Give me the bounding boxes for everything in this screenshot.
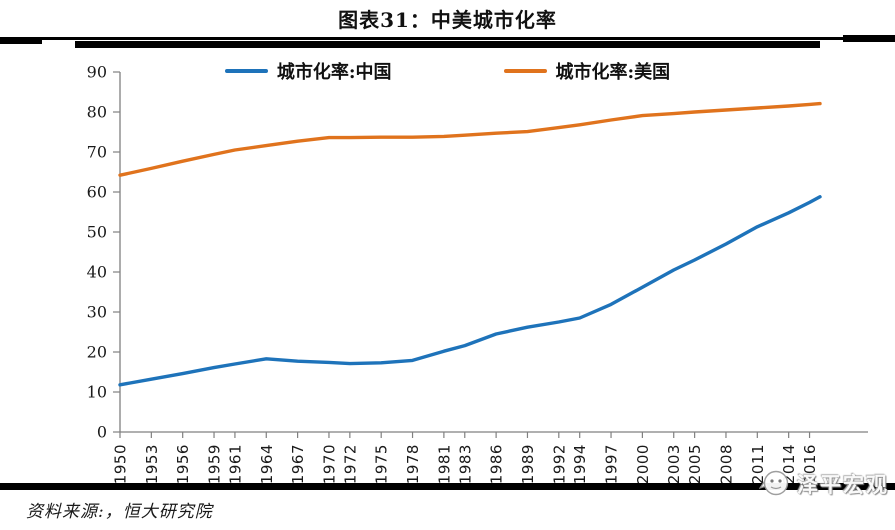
x-tick-label: 1994 [571, 444, 589, 484]
y-tick-label: 70 [87, 143, 107, 162]
y-tick-label: 80 [87, 103, 107, 122]
x-tick-label: 1967 [289, 444, 307, 484]
x-tick-label: 1981 [435, 444, 453, 484]
china-series-line [118, 195, 822, 387]
x-tick-label: 1953 [143, 444, 161, 484]
us-series-line [118, 101, 822, 177]
y-tick-label: 30 [87, 303, 107, 322]
y-tick-label: 90 [87, 63, 107, 82]
x-tick-label: 1986 [488, 444, 506, 484]
x-tick-label: 2005 [686, 444, 704, 484]
x-tick-label: 1970 [320, 444, 338, 484]
legend-label-us: 城市化率:美国 [555, 62, 671, 83]
x-tick-label: 2008 [717, 444, 735, 484]
x-tick-label: 1983 [456, 444, 474, 484]
x-tick-label: 1964 [258, 444, 276, 484]
watermark: 泽平宏观 [759, 468, 889, 500]
chart-title: 图表31：中美城市化率 [338, 8, 557, 32]
legend-item-us: 城市化率:美国 [503, 58, 671, 84]
y-tick-label: 60 [87, 183, 107, 202]
x-tick-label: 2016 [801, 444, 819, 484]
china-line-swatch [224, 69, 268, 73]
y-tick-label: 10 [87, 383, 107, 402]
x-tick-label: 2014 [780, 444, 798, 484]
legend: 城市化率:中国 城市化率:美国 [0, 58, 895, 84]
x-tick-label: 2000 [634, 444, 652, 484]
x-tick-label: 1959 [206, 444, 224, 484]
x-tick-label: 1992 [550, 444, 568, 484]
y-tick-label: 40 [87, 263, 107, 282]
x-tick-label: 2003 [665, 444, 683, 484]
x-tick-label: 2011 [749, 444, 767, 484]
x-tick-label: 1975 [373, 444, 391, 484]
x-tick-label: 1978 [404, 444, 422, 484]
source-note: 资料来源:，恒大研究院 [26, 502, 213, 522]
x-tick-label: 1997 [603, 444, 621, 484]
us-line-swatch [503, 69, 547, 73]
header-rule [0, 35, 895, 48]
y-tick-label: 20 [87, 343, 107, 362]
x-tick-label: 1972 [341, 444, 359, 484]
bottom-rule-bar [0, 483, 895, 490]
legend-label-china: 城市化率:中国 [276, 62, 392, 83]
chat-bubble-face-icon [759, 470, 789, 496]
x-tick-label: 1950 [112, 444, 130, 484]
x-tick-label: 1956 [174, 444, 192, 484]
x-tick-label: 1961 [226, 444, 244, 484]
y-tick-label: 0 [97, 423, 107, 442]
legend-item-china: 城市化率:中国 [224, 58, 392, 84]
watermark-text: 泽平宏观 [797, 472, 889, 497]
x-tick-label: 1989 [519, 444, 537, 484]
y-tick-label: 50 [87, 223, 107, 242]
